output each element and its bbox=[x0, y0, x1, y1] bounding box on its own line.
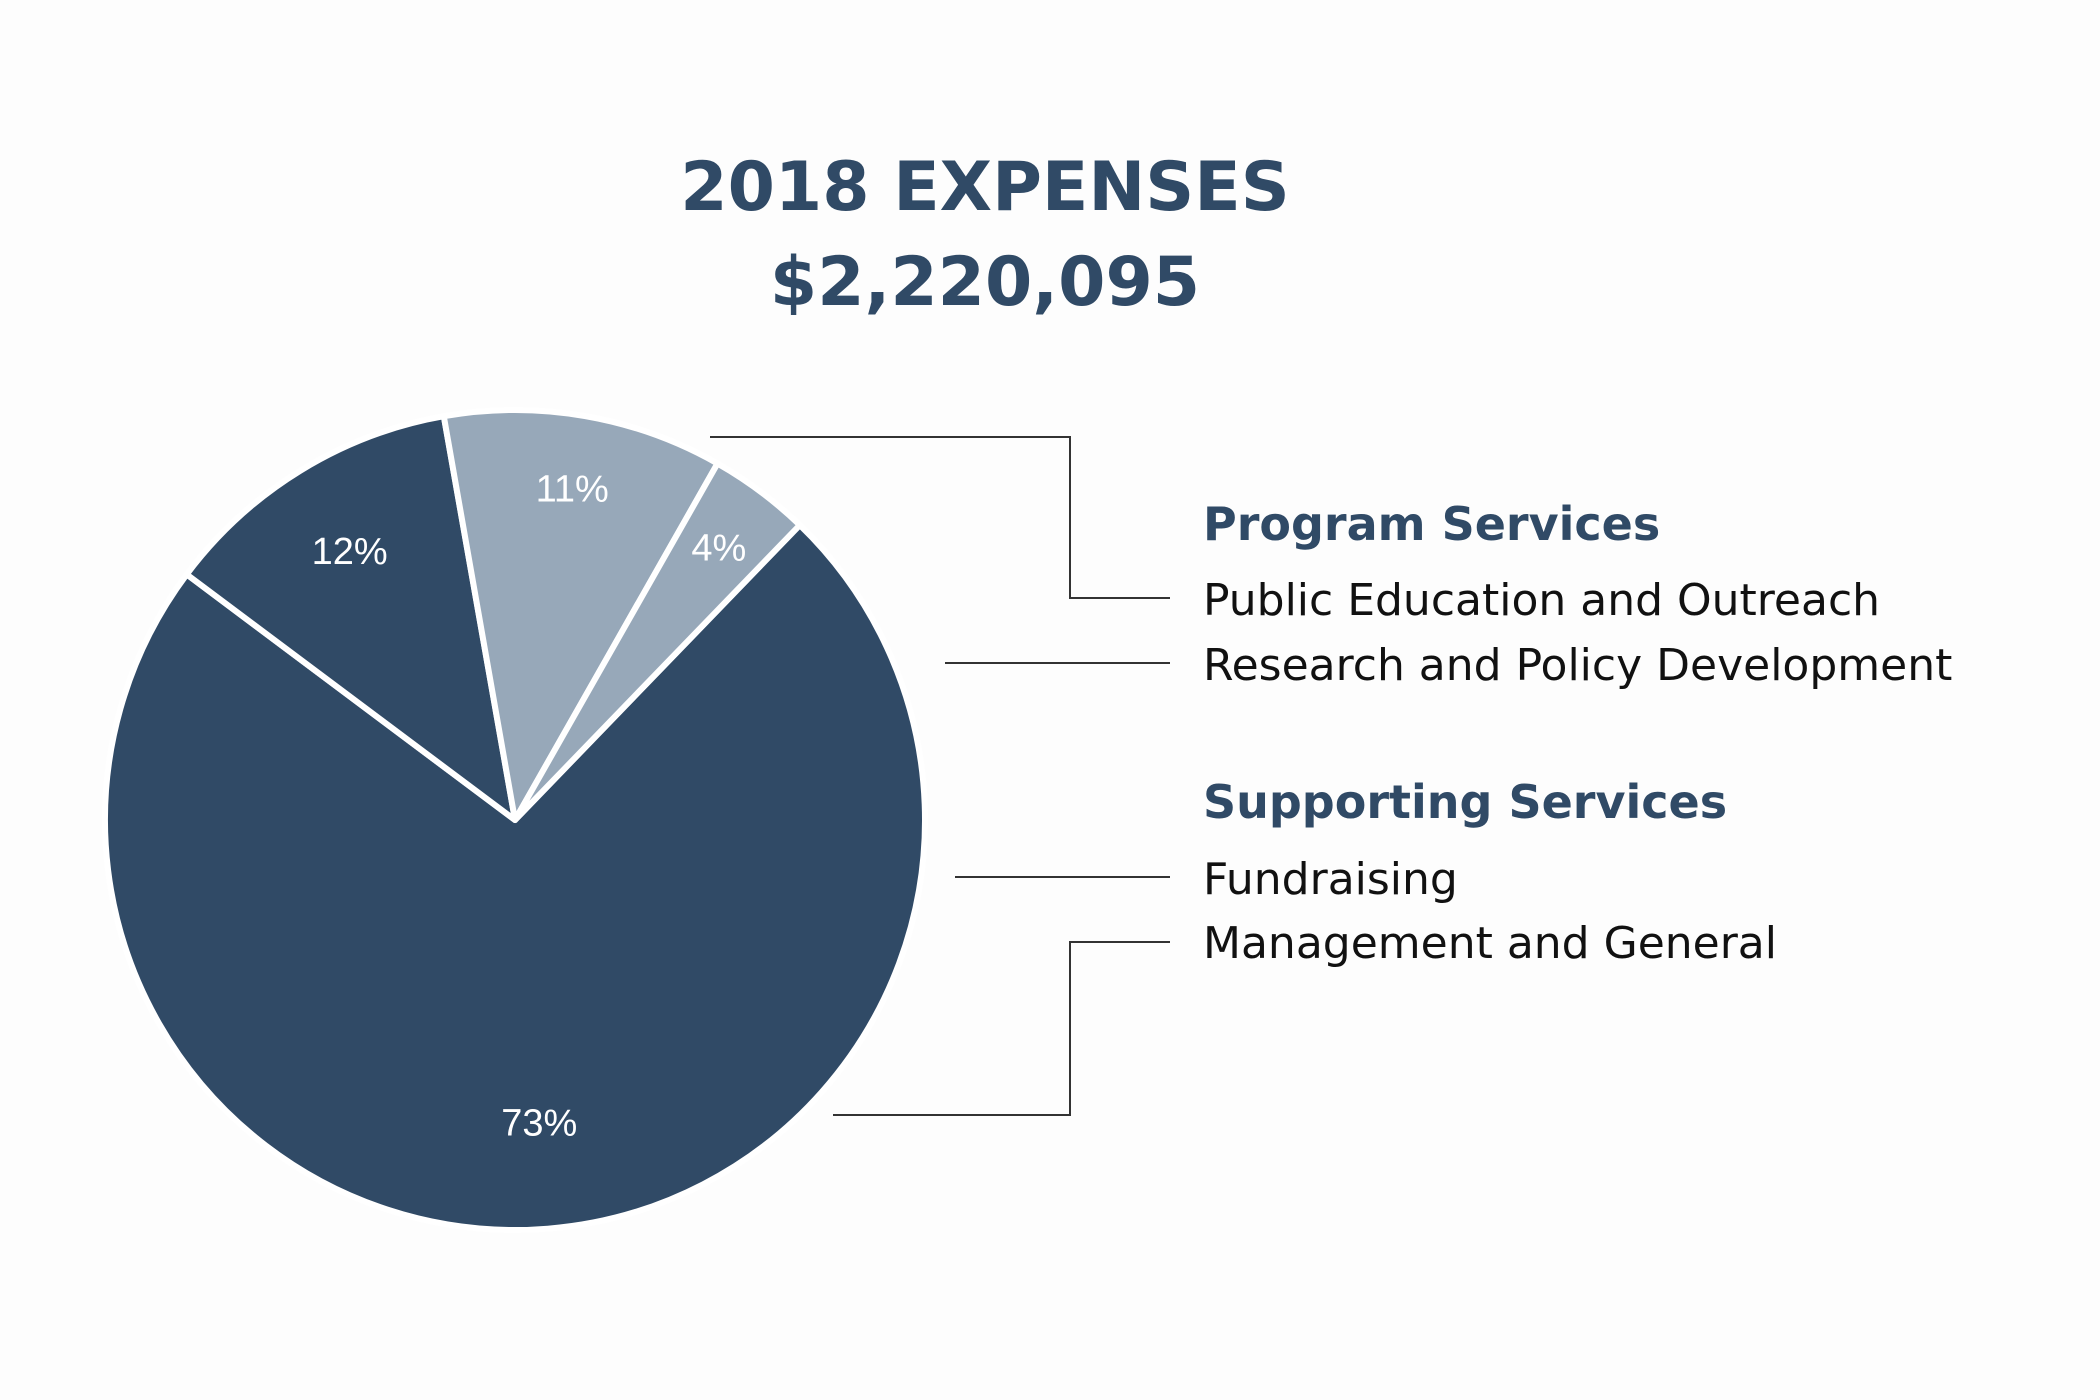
legend-group-supporting-services: Supporting Services bbox=[1203, 775, 1727, 829]
legend-group-program-services: Program Services bbox=[1203, 497, 1660, 551]
slice-label-fundraising: 11% bbox=[536, 469, 609, 511]
chart-title: 2018 EXPENSES bbox=[680, 148, 1289, 227]
pie-slice-labels: 73% 12% 11% 4% bbox=[312, 469, 747, 1145]
slice-label-public-education-and-outreach: 73% bbox=[501, 1102, 577, 1144]
legend-item-fundraising: Fundraising bbox=[1203, 854, 1458, 905]
legend-item-public-education: Public Education and Outreach bbox=[1203, 575, 1880, 626]
leader-lines bbox=[710, 436, 1170, 1116]
legend-item-management-general: Management and General bbox=[1203, 918, 1777, 969]
chart-total: $2,220,095 bbox=[770, 243, 1200, 322]
slice-label-management-and-general: 4% bbox=[691, 528, 746, 570]
slice-label-research-and-policy-development: 12% bbox=[312, 531, 388, 573]
pie-slice-public-education-and-outreach bbox=[102, 522, 928, 1233]
pie-slice-management-and-general bbox=[512, 460, 803, 823]
pie-slice-research-and-policy-development bbox=[183, 413, 518, 823]
pie-slices bbox=[102, 407, 928, 1233]
pie-slice-fundraising bbox=[440, 407, 721, 823]
leader-line-management-general bbox=[833, 941, 1170, 1116]
leader-line-public-education bbox=[710, 436, 1170, 599]
legend-item-research-policy: Research and Policy Development bbox=[1203, 640, 1952, 691]
